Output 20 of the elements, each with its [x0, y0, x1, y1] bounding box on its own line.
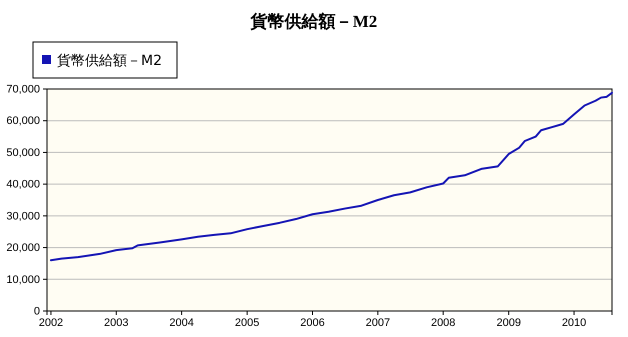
x-tick-label: 2008: [430, 316, 456, 329]
y-tick-label: 40,000: [6, 178, 40, 191]
y-tick-label: 60,000: [6, 115, 40, 128]
x-tick-label: 2005: [234, 316, 260, 329]
y-tick-label: 50,000: [6, 146, 40, 159]
y-tick-label: 20,000: [6, 242, 40, 254]
x-tick-label: 2007: [366, 316, 390, 329]
x-tick-label: 2006: [300, 316, 325, 329]
y-tick-label: 0: [34, 306, 40, 318]
chart-title: 貨幣供給額－M2: [250, 12, 378, 31]
y-tick-label: 10,000: [6, 274, 40, 286]
x-tick-label: 2004: [169, 316, 194, 329]
legend-label: 貨幣供給額－M2: [57, 53, 162, 69]
line-series: [50, 92, 613, 262]
x-tick-label: 2002: [38, 316, 64, 329]
x-tick-label: 2010: [562, 316, 586, 329]
y-tick-label: 30,000: [6, 210, 40, 222]
x-tick-label: 2009: [496, 316, 521, 329]
x-tick-label: 2003: [104, 316, 129, 329]
y-tick-label: 70,000: [6, 84, 40, 96]
